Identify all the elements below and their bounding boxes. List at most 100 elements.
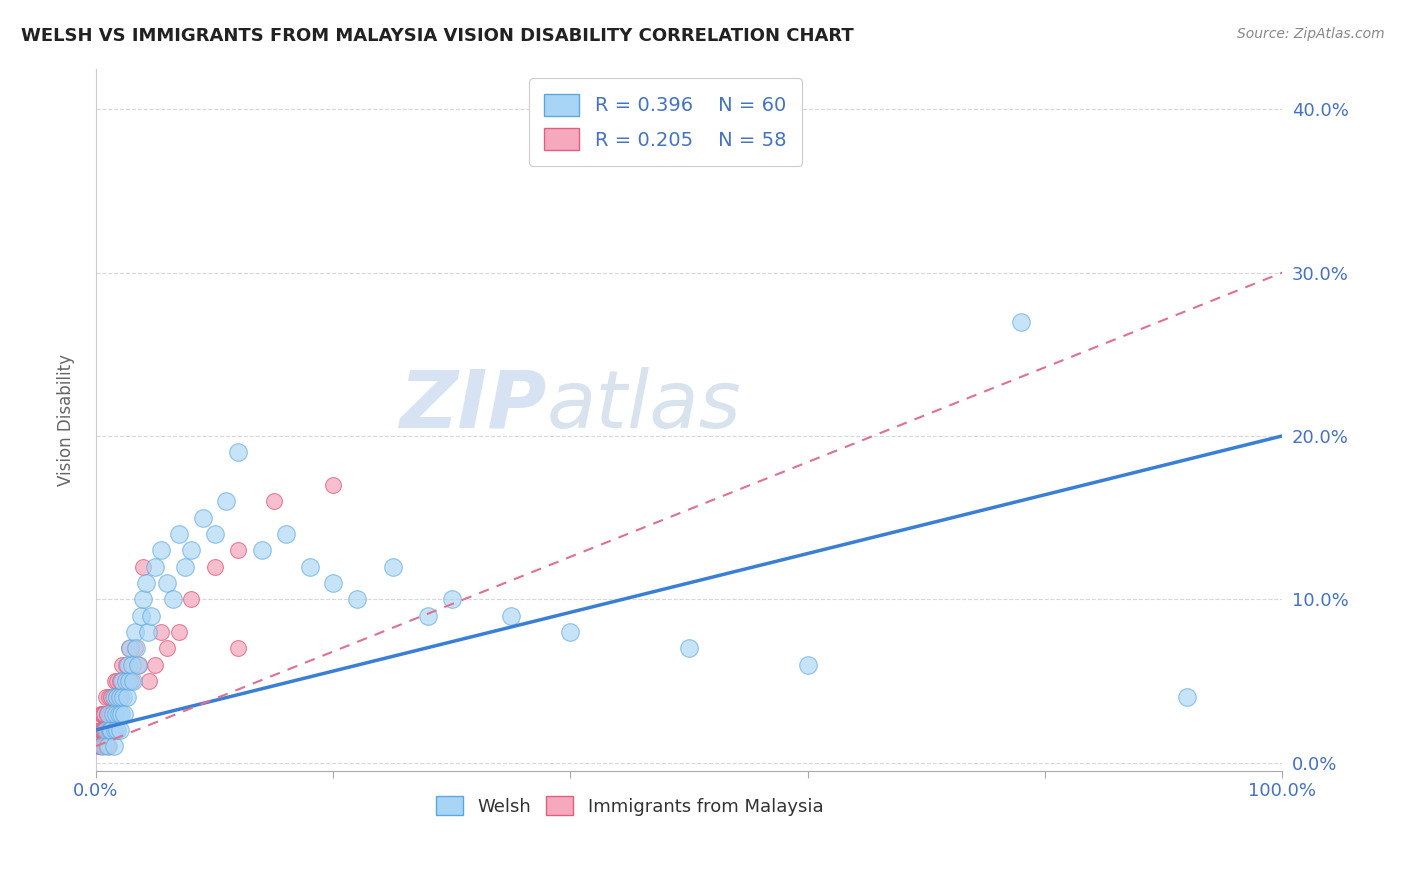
Point	[103, 739, 125, 754]
Point	[98, 706, 121, 721]
Point	[139, 608, 162, 623]
Point	[180, 592, 202, 607]
Point	[97, 706, 120, 721]
Point	[108, 690, 131, 705]
Point	[191, 510, 214, 524]
Point	[103, 723, 125, 737]
Point	[111, 657, 134, 672]
Text: WELSH VS IMMIGRANTS FROM MALAYSIA VISION DISABILITY CORRELATION CHART: WELSH VS IMMIGRANTS FROM MALAYSIA VISION…	[21, 27, 853, 45]
Point	[98, 723, 121, 737]
Point	[150, 543, 173, 558]
Point	[91, 706, 114, 721]
Point	[121, 657, 143, 672]
Point	[87, 739, 110, 754]
Point	[1175, 690, 1198, 705]
Point	[103, 690, 125, 705]
Point	[105, 706, 128, 721]
Point	[90, 723, 112, 737]
Point	[91, 739, 114, 754]
Point	[108, 673, 131, 688]
Point	[103, 690, 125, 705]
Point	[228, 641, 250, 656]
Point	[97, 739, 120, 754]
Point	[114, 657, 136, 672]
Point	[90, 739, 112, 754]
Point	[121, 673, 143, 688]
Point	[796, 657, 818, 672]
Point	[117, 657, 139, 672]
Point	[107, 706, 129, 721]
Point	[101, 706, 124, 721]
Point	[108, 723, 131, 737]
Point	[100, 723, 122, 737]
Y-axis label: Vision Disability: Vision Disability	[58, 353, 75, 485]
Point	[228, 543, 250, 558]
Point	[98, 690, 121, 705]
Point	[114, 673, 136, 688]
Point	[250, 543, 273, 558]
Point	[215, 494, 238, 508]
Point	[501, 608, 523, 623]
Point	[322, 478, 344, 492]
Point	[91, 706, 114, 721]
Point	[204, 559, 226, 574]
Point	[94, 723, 117, 737]
Text: ZIP: ZIP	[399, 367, 547, 444]
Point	[150, 624, 173, 639]
Point	[418, 608, 440, 623]
Point	[124, 641, 146, 656]
Point	[104, 723, 127, 737]
Point	[89, 723, 111, 737]
Point	[115, 690, 138, 705]
Point	[138, 673, 160, 688]
Point	[135, 575, 157, 590]
Point	[204, 527, 226, 541]
Point	[167, 527, 190, 541]
Point	[121, 673, 143, 688]
Point	[91, 723, 114, 737]
Legend: Welsh, Immigrants from Malaysia: Welsh, Immigrants from Malaysia	[427, 788, 832, 825]
Point	[94, 723, 117, 737]
Point	[346, 592, 368, 607]
Point	[97, 739, 120, 754]
Point	[228, 445, 250, 459]
Point	[97, 706, 120, 721]
Point	[111, 673, 134, 688]
Point	[678, 641, 700, 656]
Point	[100, 723, 122, 737]
Point	[1010, 315, 1032, 329]
Point	[96, 723, 118, 737]
Point	[143, 657, 166, 672]
Point	[127, 657, 149, 672]
Point	[105, 690, 128, 705]
Point	[129, 608, 152, 623]
Point	[98, 723, 121, 737]
Point	[156, 641, 179, 656]
Point	[107, 690, 129, 705]
Point	[114, 706, 136, 721]
Point	[125, 641, 148, 656]
Point	[98, 723, 121, 737]
Point	[105, 723, 128, 737]
Text: atlas: atlas	[547, 367, 741, 444]
Point	[101, 706, 124, 721]
Point	[381, 559, 404, 574]
Point	[156, 575, 179, 590]
Point	[120, 641, 142, 656]
Point	[104, 706, 127, 721]
Point	[96, 739, 118, 754]
Point	[298, 559, 321, 574]
Point	[174, 559, 197, 574]
Point	[96, 706, 118, 721]
Point	[104, 673, 127, 688]
Point	[105, 690, 128, 705]
Point	[94, 690, 117, 705]
Point	[132, 592, 155, 607]
Point	[274, 527, 297, 541]
Point	[136, 624, 159, 639]
Point	[118, 673, 141, 688]
Point	[128, 657, 150, 672]
Point	[94, 739, 117, 754]
Point	[93, 706, 115, 721]
Point	[167, 624, 190, 639]
